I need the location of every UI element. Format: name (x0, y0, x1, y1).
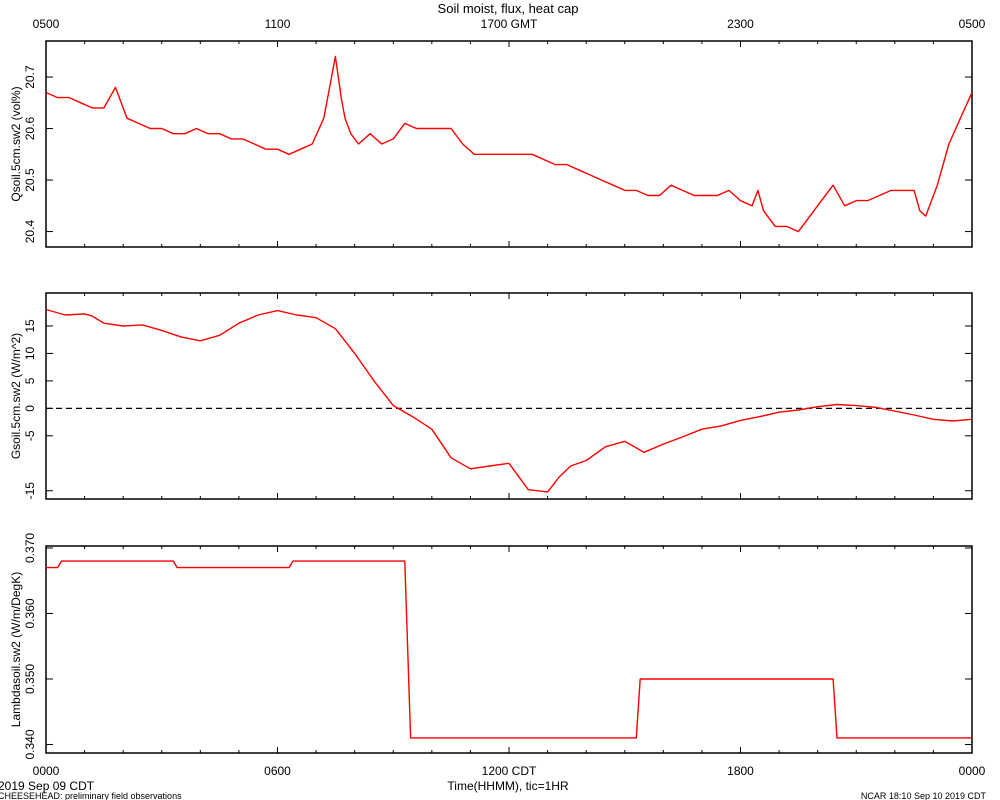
x-bottom-tick-label: 0000 (959, 764, 986, 778)
x-top-tick-label: 0500 (33, 17, 60, 31)
y-tick-label: 5 (23, 377, 37, 384)
x-bottom-tick-label: 1200 CDT (482, 764, 537, 778)
x-bottom-tick-label: 0000 (33, 764, 60, 778)
y-axis-label: Gsoil.5cm.sw2 (W/m^2) (9, 333, 23, 459)
x-top-tick-label: 1100 (265, 17, 291, 31)
x-top-tick-label: 1700 GMT (481, 17, 538, 31)
chart-title: Soil moist, flux, heat cap (438, 1, 579, 16)
plot-frame (45, 292, 973, 500)
x-top-tick-label: 0500 (959, 17, 986, 31)
x-axis-label: Time(HHMM), tic=1HR (447, 779, 569, 793)
y-tick-label: 10 (23, 346, 37, 360)
y-tick-label: 0 (23, 405, 37, 412)
y-tick-label: 15 (23, 319, 37, 333)
series-line (45, 55, 973, 233)
series-line (45, 308, 973, 493)
y-tick-label: 20.7 (23, 65, 37, 89)
y-axis-label: Lambdasoil.sw2 (W/m/DegK) (9, 572, 23, 727)
footer-right: NCAR 18:10 Sep 10 2019 CDT (861, 791, 987, 800)
x-bottom-tick-label: 1800 (727, 764, 754, 778)
y-tick-label: -15 (23, 482, 37, 500)
plot-frame (45, 40, 973, 248)
y-axis-label: Qsoil.5cm.sw2 (vol%) (9, 86, 23, 201)
y-tick-label: 20.5 (23, 168, 37, 192)
footer-left: CHEESEHEAD: preliminary field observatio… (0, 791, 182, 800)
y-tick-label: 20.6 (23, 117, 37, 141)
date-label: 2019 Sep 09 CDT (0, 779, 95, 793)
plot-frame (45, 545, 973, 754)
y-tick-label: 0.370 (23, 533, 37, 563)
x-top-tick-label: 2300 (727, 17, 754, 31)
x-bottom-tick-label: 0600 (264, 764, 291, 778)
y-tick-label: 0.340 (23, 729, 37, 759)
y-tick-label: 20.4 (23, 220, 37, 244)
y-tick-label: -5 (23, 430, 37, 441)
y-tick-label: 0.360 (23, 598, 37, 628)
series-line (46, 560, 972, 739)
y-tick-label: 0.350 (23, 664, 37, 694)
